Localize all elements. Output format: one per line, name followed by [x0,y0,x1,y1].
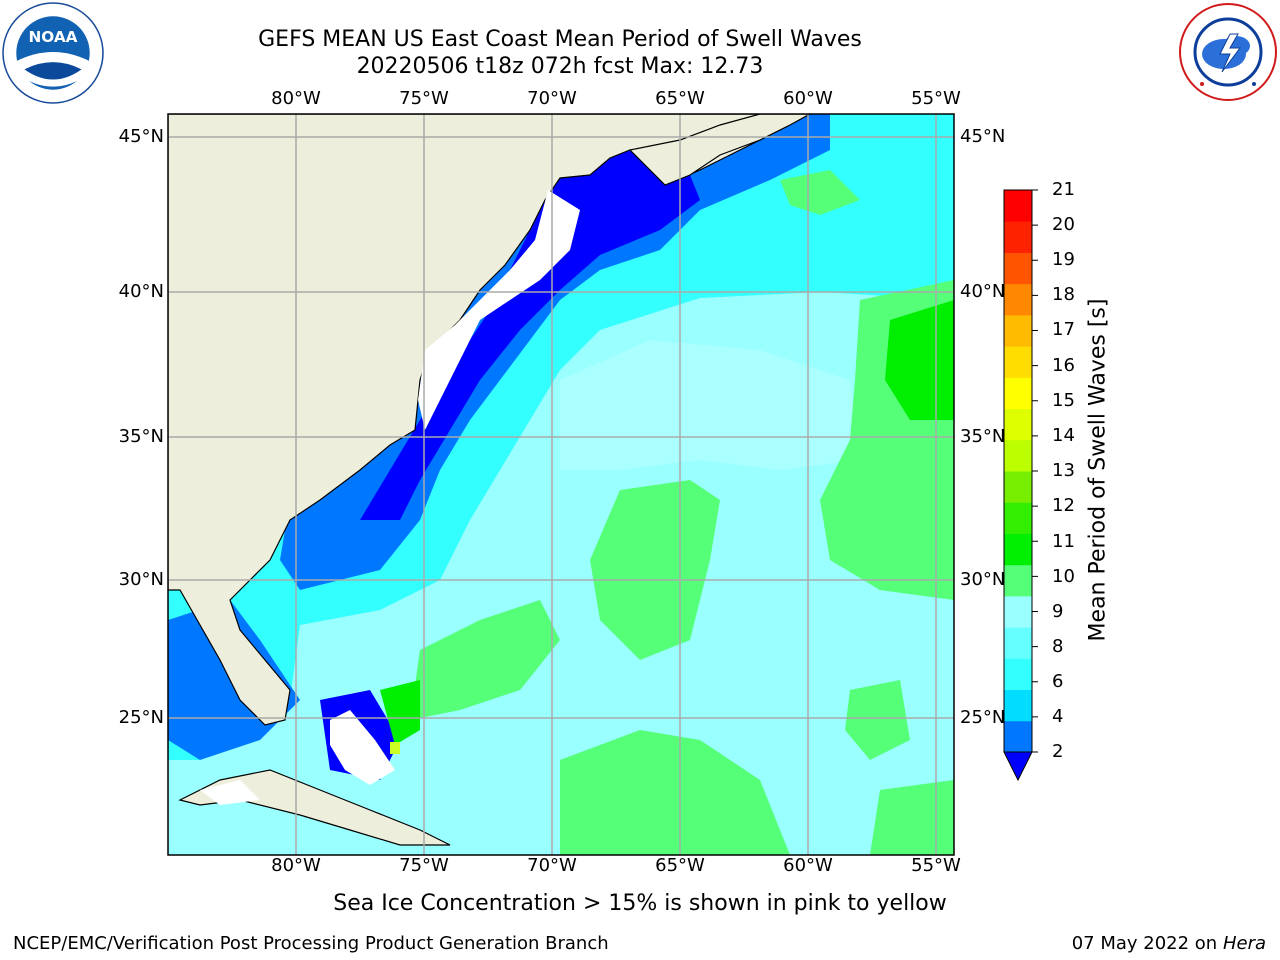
lat-label-right-45N: 45°N [960,126,1006,147]
swell-field-9to10-southeast-corner [870,780,954,855]
colorbar-tick-2: 2 [1052,741,1064,762]
colorbar-segment [1004,283,1032,316]
colorbar-tick-4: 4 [1052,706,1064,727]
lon-label-top-60W: 60°W [783,88,833,109]
swell-field-10to11-bahamas [380,680,420,745]
lon-label-top-70W: 70°W [527,88,577,109]
colorbar [1003,189,1038,782]
lon-label-bottom-70W: 70°W [527,855,577,876]
colorbar-segment [1004,658,1032,691]
colorbar-segment [1004,252,1032,285]
colorbar-tick-13: 13 [1052,460,1075,481]
lat-label-left-40N: 40°N [118,281,164,302]
lat-label-right-40N: 40°N [960,281,1006,302]
colorbar-segment [1004,627,1032,659]
colorbar-tick-8: 8 [1052,636,1064,657]
footer-date: 07 May 2022 on Hera [1072,933,1266,954]
lat-label-right-30N: 30°N [960,569,1006,590]
colorbar-tick-11: 11 [1052,531,1075,552]
colorbar-segment [1004,564,1032,597]
max-period-cell [390,742,400,754]
footer-credit: NCEP/EMC/Verification Post Processing Pr… [13,933,609,954]
map-content [168,114,954,855]
colorbar-segment [1004,471,1032,503]
lon-label-top-75W: 75°W [399,88,449,109]
chart-subtitle: 20220506 t18z 072h fcst Max: 12.73 [356,54,764,79]
land-nova-scotia [628,114,811,186]
colorbar-tick-19: 19 [1052,249,1075,270]
colorbar-under-arrow [1003,751,1033,782]
swell-field-9to10-far-east [845,680,910,760]
noaa-logo: NOAA [2,2,104,104]
nws-logo [1179,3,1277,101]
colorbar-tick-18: 18 [1052,284,1075,305]
lon-label-bottom-80W: 80°W [271,855,321,876]
swell-field-9to10-north [780,170,860,215]
no-data-mid-atlantic-coast [418,190,580,430]
colorbar-tick-20: 20 [1052,214,1075,235]
gridlines [168,114,954,855]
lat-label-right-35N: 35°N [960,426,1006,447]
lon-label-top-55W: 55°W [911,88,961,109]
swell-field-9to10-southwest [410,600,560,720]
lon-label-bottom-60W: 60°W [783,855,833,876]
colorbar-segment [1004,533,1032,566]
colorbar-segment [1004,689,1032,722]
colorbar-segment [1004,346,1032,378]
sea-ice-note: Sea Ice Concentration > 15% is shown in … [333,891,947,916]
colorbar-segment [1004,595,1032,628]
colorbar-segment [1004,408,1032,441]
colorbar-tick-21: 21 [1052,179,1075,200]
swell-field-9to10-central [590,480,720,660]
lon-label-bottom-65W: 65°W [655,855,705,876]
noaa-logo-text: NOAA [28,28,77,46]
lat-label-left-30N: 30°N [118,569,164,590]
footer-date-text: 07 May 2022 on [1071,933,1218,954]
map-frame [167,113,955,856]
chart-title: GEFS MEAN US East Coast Mean Period of S… [258,27,862,52]
colorbar-segment [1004,377,1032,410]
no-data-cuba-north [200,780,260,805]
lat-label-left-35N: 35°N [118,426,164,447]
colorbar-segment [1004,190,1032,222]
colorbar-tick-9: 9 [1052,601,1064,622]
lat-label-left-25N: 25°N [118,707,164,728]
lat-label-left-45N: 45°N [118,126,164,147]
colorbar-tick-14: 14 [1052,425,1075,446]
colorbar-segment [1004,720,1032,753]
colorbar-label: Mean Period of Swell Waves [s] [1085,298,1111,642]
colorbar-tick-10: 10 [1052,566,1075,587]
lat-label-right-25N: 25°N [960,707,1006,728]
colorbar-segment [1004,502,1032,534]
colorbar-tick-12: 12 [1052,495,1075,516]
colorbar-tick-16: 16 [1052,355,1075,376]
colorbar-tick-17: 17 [1052,319,1075,340]
lon-label-top-65W: 65°W [655,88,705,109]
lon-label-bottom-55W: 55°W [911,855,961,876]
colorbar-tick-15: 15 [1052,390,1075,411]
swell-field-9to10-southeast [560,730,790,855]
swell-field-under2-band [360,150,700,520]
footer-host: Hera [1222,933,1266,954]
lon-label-bottom-75W: 75°W [399,855,449,876]
no-data-bahamas [330,710,395,785]
colorbar-segment [1004,221,1032,253]
colorbar-segment [1004,439,1032,472]
colorbar-tick-6: 6 [1052,671,1064,692]
lon-label-top-80W: 80°W [271,88,321,109]
colorbar-segment [1004,314,1032,347]
